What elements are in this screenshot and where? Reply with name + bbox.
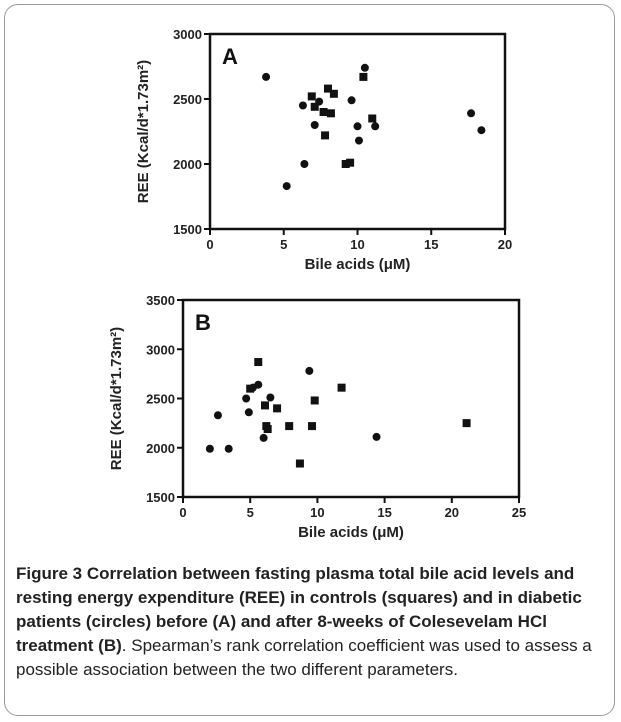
chart-a-control-point [310,102,319,111]
chart-a-control-point [329,89,338,98]
chart-a-x-tick-label: 5 [280,237,287,252]
caption-body: . Spearman’s rank correlation coefficien… [16,636,592,679]
chart-a-patient-point [282,182,291,191]
chart-b-patient-point [213,411,222,420]
chart-a-control-point [359,72,368,81]
chart-a-control-point [326,109,335,118]
chart-a-x-tick-label: 10 [350,237,364,252]
chart-b-control-point [295,459,304,468]
chart-b-x-tick-label: 20 [445,505,459,520]
chart-b-control-point [260,401,269,410]
chart-a-x-tick-label: 15 [424,237,438,252]
chart-a-y-tick-label: 2000 [173,157,202,172]
chart-b-patient-point [205,444,214,453]
chart-a-patient-point [371,122,380,131]
chart-b-x-tick-label: 15 [377,505,391,520]
chart-b-plot-frame [181,298,521,499]
chart-a-control-point [324,84,332,93]
chart-b-control-point [308,422,317,431]
chart-a-y-tick-label: 1500 [173,222,202,237]
chart-a-y-tick-label: 2500 [173,92,202,107]
chart-b-patient-point [224,444,233,453]
chart-b-y-axis-label: REE (Kcal/d*1.73m²) [108,327,125,470]
chart-a-control-point [319,108,328,116]
chart-b-control-point [462,419,471,428]
chart-a-patient-point [300,160,309,168]
chart-b-x-tick-label: 25 [512,505,526,520]
chart-b-patient-point [372,432,381,441]
figure-frame [4,4,615,716]
chart-b-x-tick-label: 0 [179,505,186,520]
chart-b-x-axis-label: Bile acids (μM) [298,524,404,541]
chart-b-patient-point [242,394,251,403]
chart-b-y-tick-label: 3500 [146,293,175,308]
chart-b-y-tick-label: 3000 [146,342,175,357]
chart-b-patient-point [244,408,253,417]
chart-a-patient-point [298,101,307,110]
chart-a-panel-label: A [222,44,238,69]
figure-caption: Figure 3 Correlation between fasting pla… [16,562,606,682]
chart-a-patient-point [467,109,476,118]
chart-a-y-axis-label: REE (Kcal/d*1.73m²) [135,60,152,203]
chart-a-control-point [341,160,350,168]
chart-b-control-point [285,422,294,431]
chart-a-patient-point [310,121,319,129]
chart-a-x-axis-label: Bile acids (μM) [305,256,411,273]
chart-a-patient-point [477,126,486,135]
chart-b-x-tick-label: 5 [247,505,254,520]
chart-a-patient-point [354,136,363,145]
chart-b-y-tick-label: 1500 [146,490,175,505]
chart-b-control-point [273,404,282,413]
chart-a-control-point [321,131,330,140]
chart-a-control-point [346,158,355,167]
figure-plots: 0 5 10 15 20 1500 2000 2500 3000 A Bile acids (μM)… [108,27,526,541]
chart-a-patient-point [353,122,362,131]
chart-a-x-tick-label: 20 [498,237,512,252]
caption-title: Figure 3 Correlation between fasting pla… [16,564,582,655]
chart-a-patient-point [347,96,356,105]
chart-b-control-point [310,396,319,405]
chart-b-patient-point [254,380,263,389]
chart-b-control-point [254,358,263,367]
chart-a-patient-point [262,72,271,81]
chart-b-y-tick-label: 2500 [146,392,175,407]
chart-b-panel-label: B [195,310,211,335]
chart-a-control-point [368,114,377,123]
chart-a-patient-point [315,97,324,106]
chart-b-patient-point [259,433,268,442]
chart-a-y-tick-label: 3000 [173,27,202,42]
chart-b-x-tick-label: 10 [310,505,324,520]
chart-a-control-point [307,92,316,101]
chart-b-patient-point [305,366,314,375]
chart-b-control-point [337,383,346,392]
chart-b-patient-point [266,393,275,402]
chart-a-patient-point [360,63,369,72]
chart-b-y-tick-label: 2000 [146,441,175,456]
chart-a-plot-frame [208,32,507,231]
chart-b-control-point [263,425,272,434]
chart-a-x-tick-label: 0 [206,237,213,252]
